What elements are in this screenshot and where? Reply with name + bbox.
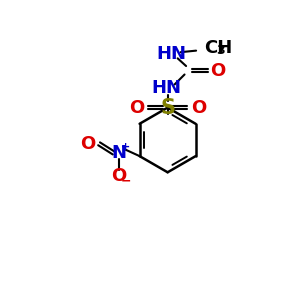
Text: O: O [191,99,206,117]
Text: O: O [129,99,144,117]
Text: S: S [160,98,175,118]
Text: N: N [112,144,127,162]
Text: HN: HN [157,45,187,63]
Text: O: O [112,167,127,185]
Text: O: O [210,62,225,80]
Text: O: O [80,135,95,153]
Text: +: + [121,142,130,152]
Text: 3: 3 [216,44,225,57]
Text: CH: CH [204,38,232,56]
Text: HN: HN [152,80,182,98]
Text: −: − [121,174,131,187]
